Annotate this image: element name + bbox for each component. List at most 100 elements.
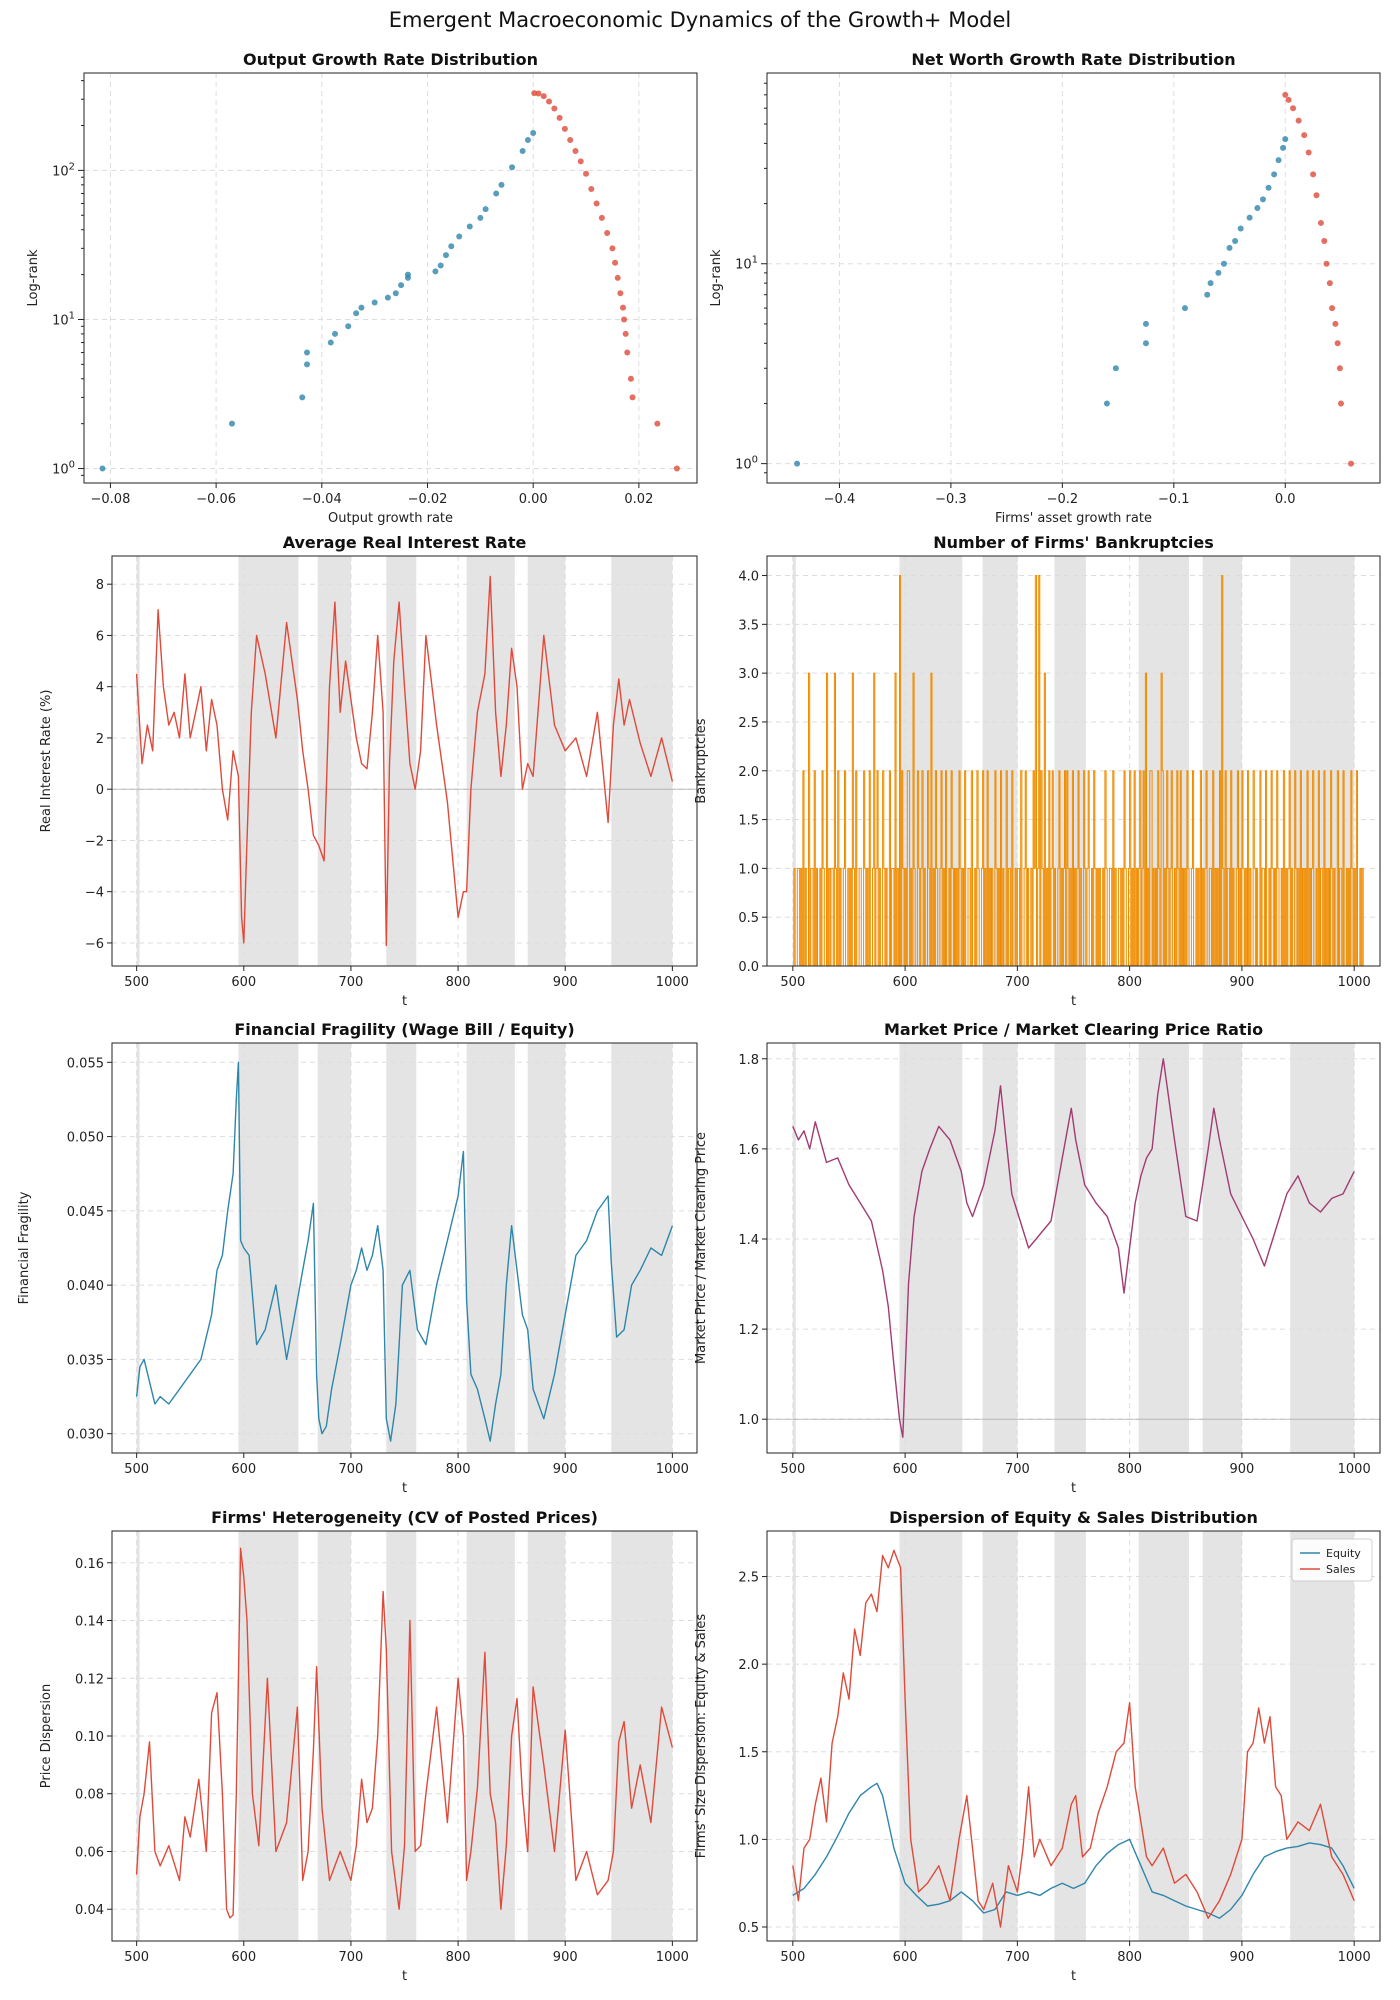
output-growth-xtick-label: −0.02 bbox=[408, 492, 448, 507]
output-growth-title: Output Growth Rate Distribution bbox=[243, 50, 538, 69]
real-interest-recession-band bbox=[317, 556, 351, 966]
price-cv-ytick-label: 0.10 bbox=[75, 1730, 104, 1745]
price-cv-series-line bbox=[135, 1547, 674, 1919]
output-growth-point bbox=[509, 164, 516, 171]
price-cv-xtick-label: 700 bbox=[339, 1950, 364, 1965]
networth-growth-point bbox=[1329, 305, 1336, 312]
real-interest-panel: 500 600 700 800 900 1000 −6 −4 −2 0 2 4 6 8 Average Re… bbox=[39, 533, 698, 1009]
real-interest-ytick-label: 4 bbox=[96, 681, 104, 696]
networth-growth-point bbox=[1323, 260, 1330, 267]
price-cv-ytick-label: 0.16 bbox=[75, 1557, 104, 1572]
real-interest-ylabel: Real Interest Rate (%) bbox=[39, 690, 54, 833]
price-ratio-ytick-label: 1.2 bbox=[738, 1323, 759, 1338]
output-growth-point bbox=[673, 465, 680, 472]
networth-growth-point bbox=[1282, 136, 1289, 143]
financial-fragility-recession-band bbox=[386, 1043, 417, 1453]
networth-growth-ylabel: Log-rank bbox=[709, 249, 724, 306]
financial-fragility-axes-frame bbox=[111, 1042, 698, 1454]
price-ratio-plot-area bbox=[792, 1058, 1355, 1438]
output-growth-xtick-label: −0.06 bbox=[196, 492, 236, 507]
networth-growth-point bbox=[1290, 105, 1297, 112]
price-ratio-xtick-label: 800 bbox=[1117, 1462, 1142, 1477]
figure-suptitle: Emergent Macroeconomic Dynamics of the G… bbox=[389, 8, 1012, 32]
price-cv-panel: 500 600 700 800 900 1000 0.04 0.06 0.08 0.10 0.12 0… bbox=[39, 1508, 698, 1984]
networth-growth-point bbox=[1207, 280, 1214, 287]
networth-growth-point bbox=[1142, 320, 1149, 327]
real-interest-xlabel: t bbox=[402, 994, 407, 1009]
price-cv-xtick-label: 800 bbox=[446, 1950, 471, 1965]
price-ratio-xlabel: t bbox=[1071, 1481, 1076, 1496]
real-interest-recession-band bbox=[238, 556, 299, 966]
output-growth-point bbox=[621, 316, 628, 323]
financial-fragility-xlabel: t bbox=[402, 1481, 407, 1496]
equity-sales-dispersion-ytick-label: 2.5 bbox=[738, 1571, 759, 1586]
price-ratio-ytick-label: 1.4 bbox=[738, 1233, 759, 1248]
networth-growth-xtick-label: −0.1 bbox=[1158, 492, 1190, 507]
real-interest-ytick-label: −2 bbox=[85, 834, 104, 849]
real-interest-axes-frame bbox=[111, 555, 698, 967]
price-ratio-recession-band bbox=[1290, 1043, 1355, 1453]
financial-fragility-title: Financial Fragility (Wage Bill / Equity) bbox=[234, 1020, 574, 1039]
price-cv-title: Firms' Heterogeneity (CV of Posted Price… bbox=[211, 1508, 598, 1527]
financial-fragility-recession-band bbox=[238, 1043, 299, 1453]
output-growth-point bbox=[546, 98, 553, 105]
output-growth-point bbox=[466, 223, 473, 230]
real-interest-title: Average Real Interest Rate bbox=[283, 533, 527, 552]
output-growth-ytick-label: 102 bbox=[52, 161, 75, 179]
output-growth-point bbox=[629, 394, 636, 401]
equity-sales-dispersion-recession-band bbox=[982, 1531, 1018, 1941]
legend-entry: Sales bbox=[1326, 1563, 1356, 1576]
bankruptcies-axes-frame bbox=[766, 555, 1381, 967]
output-growth-point bbox=[535, 90, 542, 97]
output-growth-ytick-label: 101 bbox=[52, 310, 75, 328]
price-cv-ytick-label: 0.12 bbox=[75, 1672, 104, 1687]
output-growth-point bbox=[456, 233, 463, 240]
price-ratio-ytick-label: 1.6 bbox=[738, 1143, 759, 1158]
networth-growth-plot-area bbox=[794, 91, 1355, 467]
networth-growth-point bbox=[1332, 320, 1339, 327]
output-growth-point bbox=[588, 186, 595, 193]
output-growth-point bbox=[612, 259, 619, 266]
output-growth-point bbox=[477, 214, 484, 221]
output-growth-point bbox=[332, 330, 339, 337]
financial-fragility-recession-band bbox=[136, 1043, 140, 1453]
real-interest-recession-band bbox=[527, 556, 566, 966]
equity-sales-dispersion-xtick-label: 700 bbox=[1005, 1950, 1030, 1965]
equity-sales-dispersion-recession-band bbox=[1138, 1531, 1190, 1941]
bankruptcies-xtick-label: 800 bbox=[1117, 975, 1142, 990]
networth-growth-xtick-label: −0.2 bbox=[1047, 492, 1079, 507]
price-ratio-recession-band bbox=[1138, 1043, 1190, 1453]
output-growth-point bbox=[432, 268, 439, 275]
output-growth-point bbox=[448, 243, 455, 250]
real-interest-ytick-label: 6 bbox=[96, 629, 104, 644]
networth-growth-point bbox=[1254, 205, 1261, 212]
output-growth-point bbox=[609, 245, 616, 252]
networth-growth-xtick-label: −0.3 bbox=[935, 492, 967, 507]
real-interest-series-line bbox=[135, 575, 674, 947]
price-cv-xtick-label: 600 bbox=[231, 1950, 256, 1965]
networth-growth-ytick-label: 100 bbox=[735, 455, 758, 473]
price-ratio-title: Market Price / Market Clearing Price Rat… bbox=[884, 1020, 1263, 1039]
output-growth-point bbox=[624, 349, 631, 356]
networth-growth-ytick-label: 101 bbox=[735, 255, 758, 273]
financial-fragility-series-line bbox=[135, 1061, 674, 1442]
networth-growth-point bbox=[1181, 305, 1188, 312]
networth-growth-panel: −0.4 −0.3 −0.2 −0.1 0.0 100 101 Net Worth Growt… bbox=[709, 50, 1381, 526]
output-growth-point bbox=[392, 290, 399, 297]
financial-fragility-ytick-label: 0.045 bbox=[67, 1205, 104, 1220]
networth-growth-point bbox=[1112, 365, 1119, 372]
output-growth-point bbox=[561, 125, 568, 132]
price-ratio-xtick-label: 600 bbox=[893, 1462, 918, 1477]
networth-growth-point bbox=[1220, 260, 1227, 267]
equity-sales-dispersion-xtick-label: 900 bbox=[1229, 1950, 1254, 1965]
output-growth-panel: −0.08 −0.06 −0.04 −0.02 0.00 0.02 100 101 102 Out… bbox=[26, 50, 698, 526]
output-growth-point bbox=[493, 190, 500, 197]
price-ratio-ylabel: Market Price / Market Clearing Price bbox=[694, 1132, 709, 1364]
networth-growth-point bbox=[1295, 117, 1302, 124]
output-growth-point bbox=[567, 136, 574, 143]
output-growth-point bbox=[358, 304, 365, 311]
bankruptcies-xtick-label: 600 bbox=[893, 975, 918, 990]
networth-growth-point bbox=[1310, 171, 1317, 178]
real-interest-xtick-label: 700 bbox=[339, 975, 364, 990]
real-interest-ytick-label: −4 bbox=[85, 886, 104, 901]
